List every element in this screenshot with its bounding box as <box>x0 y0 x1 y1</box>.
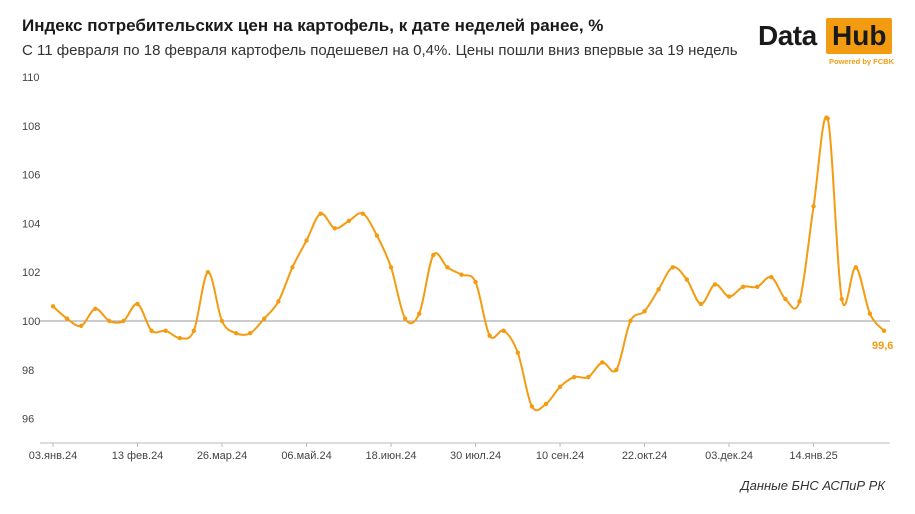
data-point <box>867 311 873 316</box>
x-tick-label: 13 фев.24 <box>112 450 164 462</box>
data-point <box>740 284 746 290</box>
data-point <box>346 218 351 224</box>
data-point <box>670 265 675 270</box>
data-point <box>811 204 816 209</box>
data-point <box>402 316 408 321</box>
y-tick-label: 100 <box>22 316 40 328</box>
logo-hub-word: Hub <box>826 18 893 54</box>
data-point <box>543 401 549 407</box>
data-point <box>205 270 211 275</box>
data-point <box>684 277 690 282</box>
data-source: Данные БНС АСПиР РК <box>740 478 885 493</box>
data-point <box>431 252 436 258</box>
y-tick-label: 102 <box>22 267 40 279</box>
logo-tagline: Powered by FCBK <box>829 57 895 66</box>
data-point <box>219 318 225 324</box>
data-point <box>163 328 168 333</box>
data-point <box>628 318 633 324</box>
data-point <box>614 367 619 372</box>
x-tick-label: 26.мар.24 <box>197 450 247 462</box>
data-point <box>360 211 366 216</box>
data-point <box>107 318 112 324</box>
data-point <box>473 279 478 285</box>
x-tick-label: 10 сен.24 <box>536 450 584 462</box>
data-point <box>783 296 788 302</box>
data-point <box>656 287 661 292</box>
data-point <box>417 311 422 316</box>
data-point <box>529 404 535 409</box>
data-point <box>262 316 267 321</box>
data-point <box>825 116 830 121</box>
x-tick-label: 14.янв.25 <box>789 450 837 462</box>
data-point <box>881 328 887 333</box>
x-tick-label: 06.май.24 <box>281 450 331 462</box>
data-point <box>501 328 506 333</box>
y-tick-label: 98 <box>22 365 34 377</box>
chart-subtitle: С 11 февраля по 18 февраля картофель под… <box>22 42 738 59</box>
chart-title: Индекс потребительских цен на картофель,… <box>22 16 604 35</box>
data-point <box>586 374 591 380</box>
x-axis: 03.янв.24 13 фев.24 26.мар.24 06.май.24 18.и… <box>29 442 890 462</box>
data-point <box>247 331 253 336</box>
data-point <box>50 304 56 309</box>
x-tick-label: 03.дек.24 <box>705 450 753 462</box>
data-point <box>64 316 70 321</box>
data-point <box>374 233 380 238</box>
data-point <box>797 299 802 304</box>
data-point <box>487 333 492 338</box>
data-point <box>726 294 732 299</box>
data-point <box>304 238 309 243</box>
data-point <box>600 360 605 365</box>
datahub-logo: Data Hub Powered by FCBK <box>758 18 898 70</box>
x-tick-label: 03.янв.24 <box>29 450 77 462</box>
data-point <box>571 374 577 380</box>
data-point <box>191 328 197 333</box>
data-point <box>233 331 239 336</box>
data-point <box>712 282 718 287</box>
data-point <box>388 265 394 270</box>
last-value-label: 99,6 <box>872 340 893 352</box>
data-point <box>839 296 844 302</box>
data-point <box>93 306 98 311</box>
y-tick-label: 106 <box>22 170 40 182</box>
y-tick-label: 110 <box>22 72 40 84</box>
y-tick-label: 108 <box>22 121 40 133</box>
y-axis: 96 98 100 102 104 106 108 110 <box>22 72 40 426</box>
data-point <box>459 272 464 277</box>
y-tick-label: 96 <box>22 414 34 426</box>
data-point <box>149 328 154 333</box>
data-point <box>121 318 126 324</box>
data-point <box>135 301 140 307</box>
data-point <box>515 350 520 355</box>
plot-area: 99,6 <box>40 115 893 412</box>
y-tick-label: 104 <box>22 218 40 230</box>
data-point <box>332 226 337 231</box>
data-point <box>276 299 281 304</box>
x-tick-label: 18.июн.24 <box>366 450 417 462</box>
data-point <box>290 265 295 270</box>
data-point <box>755 284 760 290</box>
data-point <box>769 274 774 280</box>
data-point <box>445 265 450 270</box>
data-point <box>698 301 704 307</box>
logo-data-word: Data <box>758 20 817 51</box>
data-point <box>177 335 182 341</box>
data-point <box>318 211 323 216</box>
series-line <box>52 115 885 412</box>
data-point <box>78 323 84 329</box>
data-point <box>642 309 647 314</box>
x-tick-label: 22.окт.24 <box>622 450 667 462</box>
x-tick-label: 30 июл.24 <box>450 450 501 462</box>
data-point <box>557 384 563 390</box>
data-point <box>853 265 859 270</box>
